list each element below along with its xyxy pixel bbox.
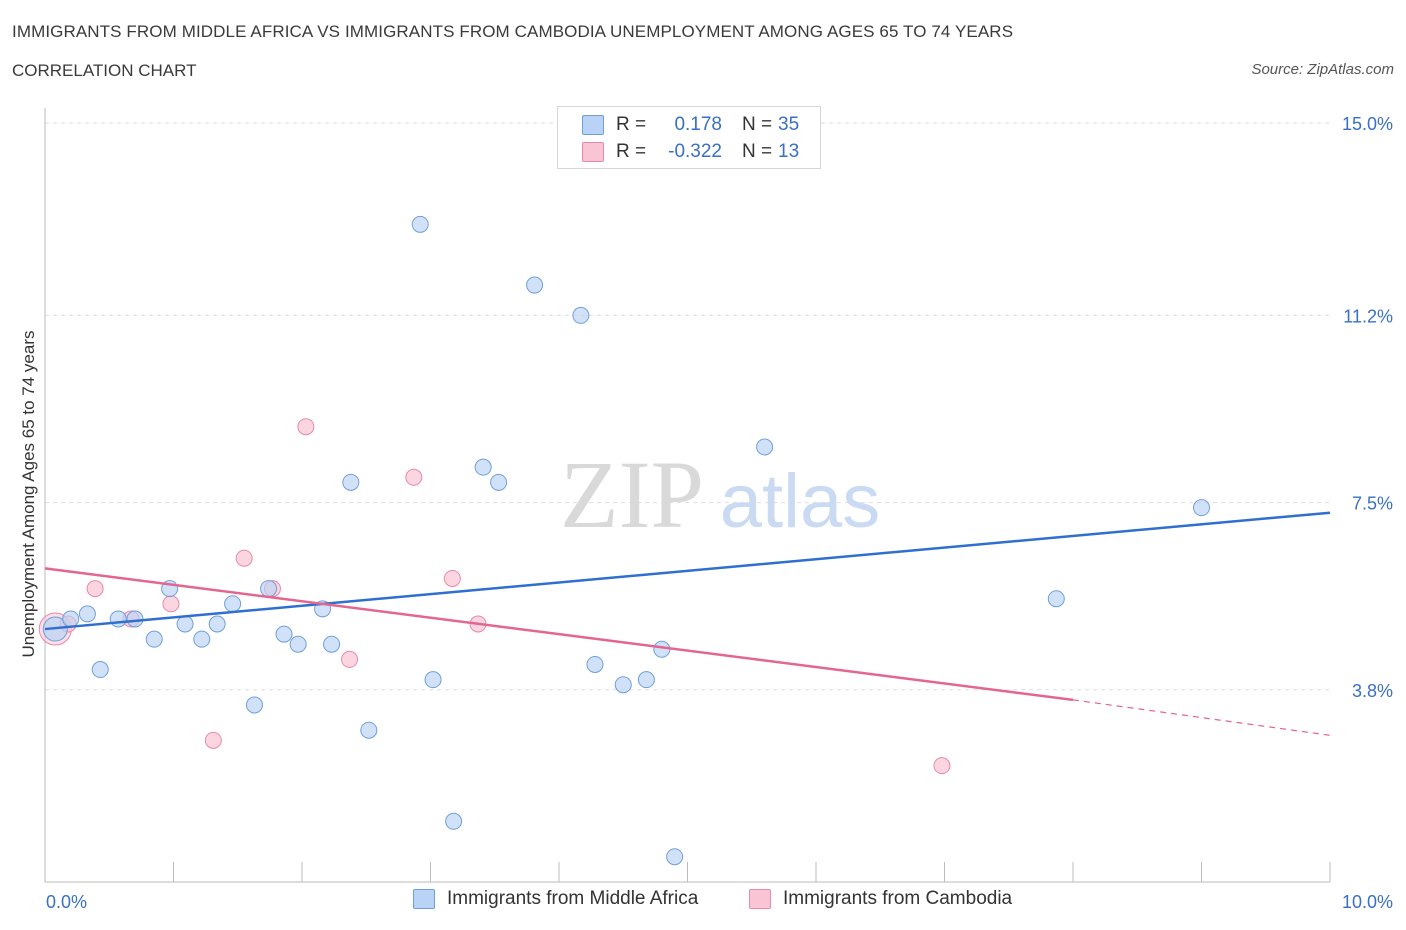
series-legend-swatch-1 bbox=[413, 889, 435, 909]
y-tick-label: 15.0% bbox=[1342, 114, 1393, 134]
series-legend: Immigrants from Middle Africa Immigrants… bbox=[0, 888, 1406, 916]
data-point-middle-africa bbox=[275, 625, 293, 643]
trend-line-middle-africa bbox=[44, 511, 1331, 631]
watermark-zip: ZIP bbox=[560, 441, 704, 548]
data-point-middle-africa bbox=[260, 580, 278, 598]
data-points bbox=[38, 215, 1210, 866]
data-point-cambodia bbox=[405, 468, 423, 486]
data-point-cambodia bbox=[162, 595, 180, 613]
data-point-cambodia bbox=[443, 569, 461, 587]
data-point-middle-africa bbox=[424, 671, 442, 689]
data-point-middle-africa bbox=[411, 215, 429, 233]
data-point-cambodia bbox=[86, 580, 104, 598]
data-point-middle-africa bbox=[208, 615, 226, 633]
data-point-middle-africa bbox=[91, 661, 109, 679]
data-point-cambodia bbox=[933, 757, 951, 775]
data-point-middle-africa bbox=[1047, 590, 1065, 608]
legend-r-value-series1: 0.178 bbox=[674, 114, 722, 135]
tick-labels: 3.8% 7.5% 11.2% 15.0% 0.0% 10.0% bbox=[46, 114, 1393, 912]
data-point-middle-africa bbox=[323, 635, 341, 653]
data-point-middle-africa bbox=[245, 696, 263, 714]
data-point-middle-africa bbox=[360, 721, 378, 739]
series-legend-label-2: Immigrants from Cambodia bbox=[783, 888, 1013, 909]
legend-row-series2: R = -0.322 N = 13 bbox=[582, 139, 808, 165]
data-point-cambodia bbox=[235, 549, 253, 567]
trend-lines bbox=[44, 511, 1331, 736]
data-point-middle-africa bbox=[526, 276, 544, 294]
data-point-middle-africa bbox=[109, 610, 127, 628]
trend-line-cambodia bbox=[44, 567, 1074, 702]
data-point-cambodia bbox=[297, 418, 315, 436]
data-point-middle-africa bbox=[78, 605, 96, 623]
data-point-middle-africa bbox=[176, 615, 194, 633]
watermark-atlas: atlas bbox=[720, 459, 881, 544]
data-point-middle-africa bbox=[666, 848, 684, 866]
source-label: Source: ZipAtlas.com bbox=[1251, 61, 1394, 78]
data-point-middle-africa bbox=[126, 610, 144, 628]
legend-r-label: R = bbox=[616, 114, 647, 135]
legend-n-label: N = bbox=[742, 114, 773, 135]
data-point-middle-africa bbox=[1193, 499, 1210, 517]
data-point-middle-africa bbox=[224, 595, 242, 613]
x-tick-label-max: 10.0% bbox=[1342, 892, 1393, 912]
chart-title: IMMIGRANTS FROM MIDDLE AFRICA VS IMMIGRA… bbox=[12, 22, 1014, 41]
chart-subtitle: CORRELATION CHART bbox=[12, 61, 197, 80]
legend-n-value-series1: 35 bbox=[778, 114, 800, 135]
data-point-middle-africa bbox=[474, 458, 492, 476]
data-point-middle-africa bbox=[572, 306, 590, 324]
series-legend-swatch-2 bbox=[749, 889, 771, 909]
correlation-legend: R = 0.178 N = 35 R = -0.322 N = 13 bbox=[557, 106, 821, 169]
data-point-middle-africa bbox=[614, 676, 632, 694]
series-legend-label-1: Immigrants from Middle Africa bbox=[447, 888, 699, 909]
data-point-middle-africa bbox=[342, 473, 360, 491]
legend-swatch-series1 bbox=[582, 115, 604, 135]
y-tick-label: 7.5% bbox=[1352, 494, 1393, 514]
series-legend-item-2: Immigrants from Cambodia bbox=[749, 888, 1012, 910]
y-tick-label: 11.2% bbox=[1343, 306, 1393, 326]
legend-n-value-series2: 13 bbox=[778, 141, 800, 162]
data-point-cambodia bbox=[204, 731, 222, 749]
data-point-middle-africa bbox=[653, 640, 671, 658]
data-point-cambodia bbox=[341, 650, 359, 668]
y-axis-label: Unemployment Among Ages 65 to 74 years bbox=[19, 331, 38, 658]
data-point-middle-africa bbox=[289, 635, 307, 653]
series-legend-item-1: Immigrants from Middle Africa bbox=[413, 888, 698, 910]
watermark: ZIP atlas bbox=[560, 441, 880, 548]
data-point-middle-africa bbox=[62, 610, 80, 628]
axes bbox=[44, 108, 1331, 883]
data-point-middle-africa bbox=[756, 438, 774, 456]
legend-row-series1: R = 0.178 N = 35 bbox=[582, 112, 808, 138]
data-point-middle-africa bbox=[490, 473, 508, 491]
data-point-middle-africa bbox=[637, 671, 655, 689]
data-point-middle-africa bbox=[586, 655, 604, 673]
y-tick-label: 3.8% bbox=[1352, 681, 1393, 701]
legend-r-value-series2: -0.322 bbox=[668, 141, 722, 162]
data-point-middle-africa bbox=[145, 630, 163, 648]
legend-n-label: N = bbox=[742, 141, 773, 162]
legend-swatch-series2 bbox=[582, 142, 604, 162]
legend-r-label: R = bbox=[616, 141, 647, 162]
data-point-middle-africa bbox=[193, 630, 211, 648]
trend-line-cambodia-extrapolated bbox=[1072, 699, 1331, 736]
data-point-middle-africa bbox=[445, 812, 463, 830]
x-tick-label-min: 0.0% bbox=[46, 892, 87, 912]
